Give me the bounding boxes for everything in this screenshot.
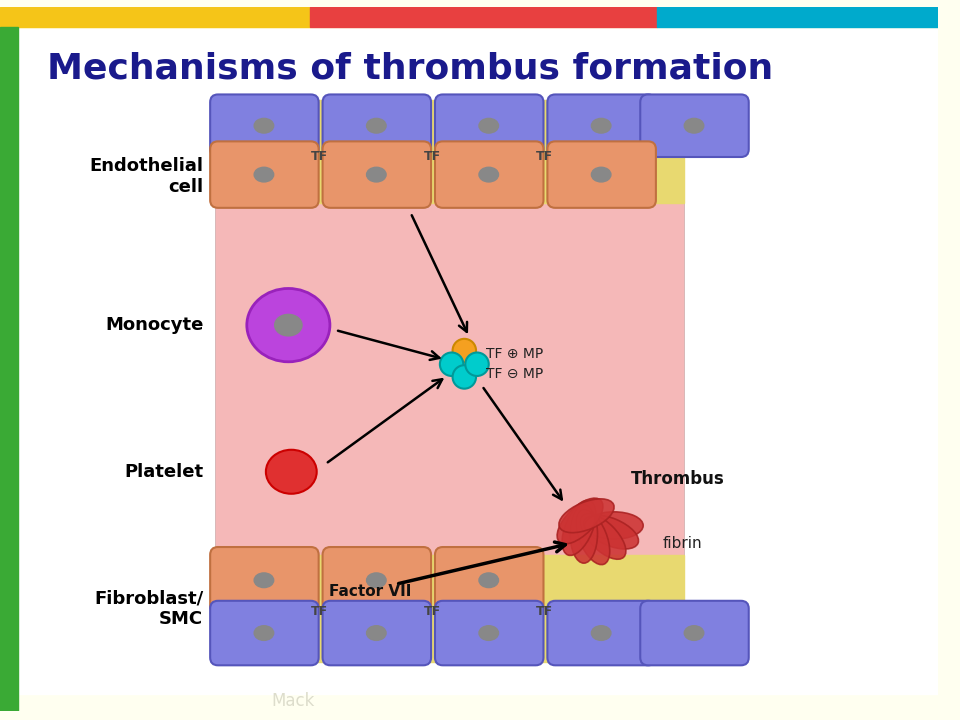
FancyBboxPatch shape <box>323 547 431 613</box>
Text: TF ⊕ MP: TF ⊕ MP <box>486 348 543 361</box>
Circle shape <box>452 365 476 389</box>
FancyBboxPatch shape <box>547 600 656 665</box>
Text: TF: TF <box>423 605 441 618</box>
FancyBboxPatch shape <box>210 94 319 157</box>
Text: Fibroblast/
SMC: Fibroblast/ SMC <box>94 589 204 628</box>
Ellipse shape <box>254 167 274 182</box>
Text: Thrombus: Thrombus <box>631 469 724 487</box>
FancyBboxPatch shape <box>640 600 749 665</box>
FancyBboxPatch shape <box>323 94 431 157</box>
Text: Platelet: Platelet <box>124 463 204 481</box>
FancyBboxPatch shape <box>435 600 543 665</box>
Text: Factor VII: Factor VII <box>329 585 412 600</box>
Ellipse shape <box>557 498 603 544</box>
Text: Monocyte: Monocyte <box>105 316 204 334</box>
Ellipse shape <box>367 626 386 640</box>
Ellipse shape <box>585 512 643 539</box>
Ellipse shape <box>367 573 386 588</box>
Ellipse shape <box>563 500 596 555</box>
FancyBboxPatch shape <box>547 141 656 208</box>
Text: TF: TF <box>311 150 328 163</box>
FancyBboxPatch shape <box>435 141 543 208</box>
Ellipse shape <box>367 167 386 182</box>
Ellipse shape <box>684 118 704 133</box>
Bar <box>310 7 657 27</box>
Bar <box>215 100 684 662</box>
Ellipse shape <box>254 626 274 640</box>
Bar <box>0 7 310 27</box>
FancyBboxPatch shape <box>210 547 319 613</box>
Ellipse shape <box>367 118 386 133</box>
Ellipse shape <box>254 118 274 133</box>
Bar <box>657 7 938 27</box>
FancyBboxPatch shape <box>323 141 431 208</box>
Circle shape <box>440 353 464 376</box>
Ellipse shape <box>591 626 611 640</box>
Circle shape <box>466 353 489 376</box>
Bar <box>215 555 684 662</box>
Ellipse shape <box>584 515 638 549</box>
FancyBboxPatch shape <box>210 600 319 665</box>
FancyBboxPatch shape <box>640 94 749 157</box>
Circle shape <box>452 339 476 362</box>
Ellipse shape <box>479 118 498 133</box>
Ellipse shape <box>275 315 302 336</box>
Bar <box>215 100 684 203</box>
Text: TF: TF <box>423 150 441 163</box>
Text: TF: TF <box>536 150 553 163</box>
Ellipse shape <box>570 505 597 563</box>
Text: TF: TF <box>311 605 328 618</box>
Ellipse shape <box>247 289 330 361</box>
Text: TF ⊖ MP: TF ⊖ MP <box>486 367 543 381</box>
Ellipse shape <box>559 499 614 533</box>
FancyBboxPatch shape <box>547 94 656 157</box>
Ellipse shape <box>479 626 498 640</box>
Text: Mechanisms of thrombus formation: Mechanisms of thrombus formation <box>47 51 773 85</box>
Text: TF: TF <box>536 605 553 618</box>
FancyBboxPatch shape <box>435 94 543 157</box>
Ellipse shape <box>591 118 611 133</box>
Ellipse shape <box>479 167 498 182</box>
Ellipse shape <box>254 573 274 588</box>
Bar <box>0 27 17 711</box>
FancyBboxPatch shape <box>435 547 543 613</box>
Ellipse shape <box>576 510 610 564</box>
Text: fibrin: fibrin <box>662 536 703 551</box>
Ellipse shape <box>479 573 498 588</box>
FancyBboxPatch shape <box>323 600 431 665</box>
Text: Endothelial
cell: Endothelial cell <box>89 157 204 196</box>
FancyBboxPatch shape <box>210 141 319 208</box>
Ellipse shape <box>266 450 317 494</box>
Text: Mack: Mack <box>272 693 315 711</box>
Ellipse shape <box>580 513 626 559</box>
Ellipse shape <box>684 626 704 640</box>
Ellipse shape <box>591 167 611 182</box>
